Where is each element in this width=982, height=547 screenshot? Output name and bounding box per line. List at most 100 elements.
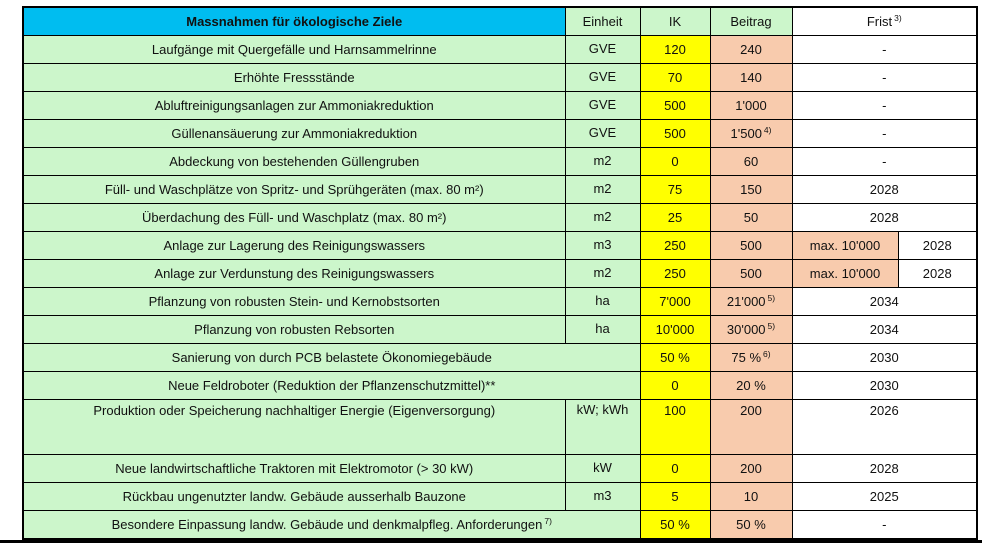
frist-cell: - (791, 119, 978, 148)
measure-cell: Anlage zur Lagerung des Reinigungswasser… (22, 231, 566, 260)
measure-cell: Rückbau ungenutzter landw. Gebäude ausse… (22, 482, 566, 511)
measure-cell: Produktion oder Speicherung nachhaltiger… (22, 399, 566, 455)
frist-limit-cell: max. 10'000 (791, 259, 899, 288)
table-row: Abluftreinigungsanlagen zur Ammoniakredu… (22, 91, 978, 120)
footnote-marker: 5) (767, 320, 776, 331)
ik-cell: 250 (639, 231, 711, 260)
einheit-cell: m3 (564, 482, 641, 511)
einheit-cell: m2 (564, 259, 641, 288)
table-row: Überdachung des Füll- und Waschplatz (ma… (22, 203, 978, 232)
ik-cell: 120 (639, 35, 711, 64)
header-measure: Massnahmen für ökologische Ziele (22, 6, 566, 36)
frist-cell: - (791, 35, 978, 64)
header-row: Massnahmen für ökologische Ziele Einheit… (22, 6, 978, 36)
table-row: Laufgänge mit Quergefälle und Harnsammel… (22, 35, 978, 64)
table-body: Laufgänge mit Quergefälle und Harnsammel… (22, 35, 978, 540)
einheit-cell: m2 (564, 147, 641, 176)
einheit-cell: GVE (564, 119, 641, 148)
frist-cell: 2025 (791, 482, 978, 511)
beitrag-cell: 200 (709, 399, 793, 455)
beitrag-cell: 30'000 5) (709, 315, 793, 344)
measure-cell: Sanierung von durch PCB belastete Ökonom… (22, 343, 641, 372)
table-row: Rückbau ungenutzter landw. Gebäude ausse… (22, 482, 978, 511)
footnote-marker: 6) (763, 348, 771, 359)
beitrag-cell: 1'500 4) (709, 119, 793, 148)
ik-cell: 50 % (639, 510, 711, 540)
ik-cell: 250 (639, 259, 711, 288)
beitrag-cell: 150 (709, 175, 793, 204)
frist-cell: 2034 (791, 287, 978, 316)
footnote-marker: 4) (763, 124, 772, 135)
ik-cell: 500 (639, 91, 711, 120)
beitrag-cell: 240 (709, 35, 793, 64)
beitrag-cell: 1'000 (709, 91, 793, 120)
table-row: Pflanzung von robusten Stein- und Kernob… (22, 287, 978, 316)
measure-cell: Laufgänge mit Quergefälle und Harnsammel… (22, 35, 566, 64)
frist-cell: - (791, 91, 978, 120)
measure-cell: Neue Feldroboter (Reduktion der Pflanzen… (22, 371, 641, 400)
ik-cell: 25 (639, 203, 711, 232)
beitrag-cell: 75 % 6) (709, 343, 793, 372)
measures-table: Massnahmen für ökologische Ziele Einheit… (22, 6, 978, 540)
measure-cell: Pflanzung von robusten Rebsorten (22, 315, 566, 344)
table-row: Füll- und Waschplätze von Spritz- und Sp… (22, 175, 978, 204)
measure-cell: Neue landwirtschaftliche Traktoren mit E… (22, 454, 566, 483)
measure-cell: Anlage zur Verdunstung des Reinigungswas… (22, 259, 566, 288)
table-row: Anlage zur Verdunstung des Reinigungswas… (22, 259, 978, 288)
measure-cell: Güllenansäuerung zur Ammoniakreduktion (22, 119, 566, 148)
einheit-cell: GVE (564, 63, 641, 92)
table-row: Sanierung von durch PCB belastete Ökonom… (22, 343, 978, 372)
header-frist-footnote: 3) (894, 12, 902, 23)
frist-cell: - (791, 63, 978, 92)
ik-cell: 7'000 (639, 287, 711, 316)
table-row: Pflanzung von robusten Rebsorten ha 10'000… (22, 315, 978, 344)
table-row: Neue Feldroboter (Reduktion der Pflanzen… (22, 371, 978, 400)
ik-cell: 100 (639, 399, 711, 455)
beitrag-cell: 10 (709, 482, 793, 511)
frist-cell: - (791, 147, 978, 176)
table-row: Besondere Einpassung landw. Gebäude und … (22, 510, 978, 540)
einheit-cell: m2 (564, 175, 641, 204)
measure-cell: Besondere Einpassung landw. Gebäude und … (22, 510, 641, 540)
table-row: Erhöhte Fressstände GVE 70 140- (22, 63, 978, 92)
table-row: Neue landwirtschaftliche Traktoren mit E… (22, 454, 978, 483)
frist-cell: 2030 (791, 371, 978, 400)
header-einheit: Einheit (564, 6, 641, 36)
header-ik: IK (639, 6, 711, 36)
header-beitrag: Beitrag (709, 6, 793, 36)
ik-cell: 0 (639, 454, 711, 483)
measure-cell: Füll- und Waschplätze von Spritz- und Sp… (22, 175, 566, 204)
einheit-cell: GVE (564, 35, 641, 64)
ik-cell: 50 % (639, 343, 711, 372)
einheit-cell: ha (564, 315, 641, 344)
table-row: Produktion oder Speicherung nachhaltiger… (22, 399, 978, 455)
beitrag-cell: 50 (709, 203, 793, 232)
frist-cell: 2034 (791, 315, 978, 344)
ik-cell: 70 (639, 63, 711, 92)
page-divider-line (0, 540, 982, 543)
measure-cell: Erhöhte Fressstände (22, 63, 566, 92)
measure-cell: Abluftreinigungsanlagen zur Ammoniakredu… (22, 91, 566, 120)
header-frist-label: Frist (866, 14, 893, 29)
frist-cell: 2028 (791, 175, 978, 204)
ik-cell: 75 (639, 175, 711, 204)
beitrag-cell: 60 (709, 147, 793, 176)
einheit-cell: m3 (564, 231, 641, 260)
beitrag-cell: 140 (709, 63, 793, 92)
ik-cell: 500 (639, 119, 711, 148)
ik-cell: 10'000 (639, 315, 711, 344)
beitrag-cell: 500 (709, 231, 793, 260)
frist-cell: 2028 (791, 454, 978, 483)
frist-cell: - (791, 510, 978, 540)
header-frist: Frist 3) (791, 6, 978, 36)
ik-cell: 5 (639, 482, 711, 511)
frist-limit-cell: max. 10'000 (791, 231, 899, 260)
beitrag-cell: 500 (709, 259, 793, 288)
beitrag-cell: 20 % (709, 371, 793, 400)
ik-cell: 0 (639, 371, 711, 400)
ik-cell: 0 (639, 147, 711, 176)
beitrag-cell: 200 (709, 454, 793, 483)
einheit-cell: ha (564, 287, 641, 316)
frist-cell: 2028 (791, 203, 978, 232)
